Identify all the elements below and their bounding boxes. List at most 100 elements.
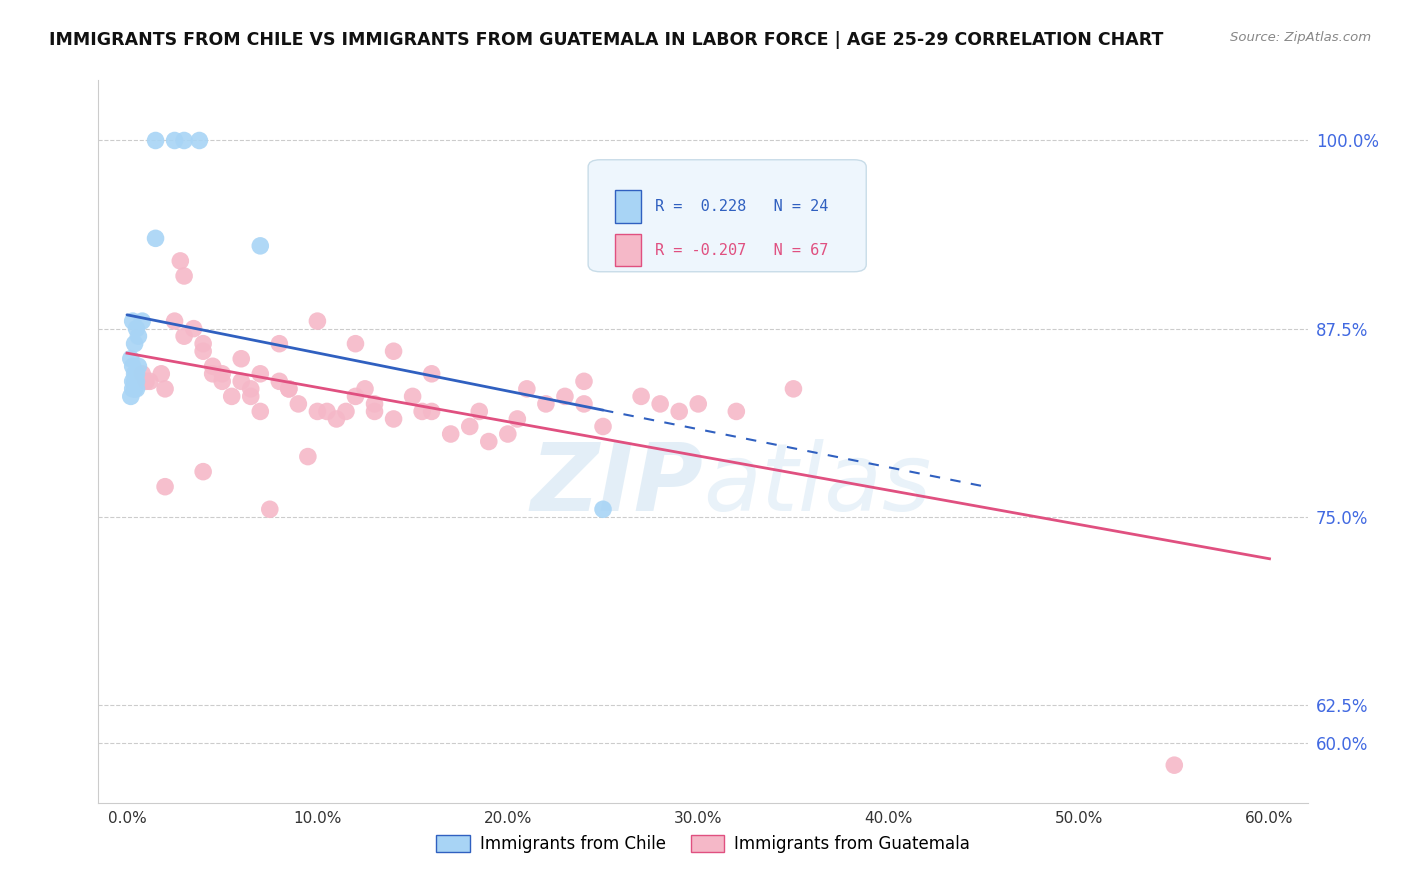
Point — [124, 375, 146, 389]
Point — [325, 412, 347, 426]
Point — [121, 375, 143, 389]
Text: R =  0.228   N = 24: R = 0.228 N = 24 — [655, 199, 828, 214]
Point — [592, 502, 614, 516]
Point — [131, 367, 153, 381]
Point — [131, 314, 153, 328]
Point — [382, 412, 405, 426]
Text: atlas: atlas — [703, 440, 931, 531]
Point — [121, 359, 143, 374]
Point — [650, 397, 672, 411]
Point — [139, 375, 162, 389]
Text: IMMIGRANTS FROM CHILE VS IMMIGRANTS FROM GUATEMALA IN LABOR FORCE | AGE 25-29 CO: IMMIGRANTS FROM CHILE VS IMMIGRANTS FROM… — [49, 31, 1164, 49]
Point — [169, 253, 191, 268]
Point — [173, 329, 195, 343]
Point — [239, 389, 262, 403]
Point — [1163, 758, 1185, 772]
Point — [277, 382, 299, 396]
Point — [458, 419, 481, 434]
Text: Source: ZipAtlas.com: Source: ZipAtlas.com — [1230, 31, 1371, 45]
Point — [516, 382, 538, 396]
Point — [506, 412, 529, 426]
Point — [221, 389, 243, 403]
Point — [344, 389, 367, 403]
Point — [135, 375, 157, 389]
Point — [145, 231, 167, 245]
Point — [496, 427, 519, 442]
Point — [127, 329, 149, 343]
Text: R = -0.207   N = 67: R = -0.207 N = 67 — [655, 243, 828, 258]
Point — [163, 314, 186, 328]
Point — [183, 321, 205, 335]
Point — [277, 382, 299, 396]
Point — [239, 382, 262, 396]
Point — [382, 344, 405, 359]
Point — [572, 397, 595, 411]
Point — [211, 375, 233, 389]
Point — [173, 268, 195, 283]
Point — [249, 404, 271, 418]
Point — [211, 367, 233, 381]
Point — [188, 133, 211, 147]
Point — [297, 450, 319, 464]
Point — [120, 351, 142, 366]
Point — [592, 419, 614, 434]
Point — [572, 375, 595, 389]
Point — [231, 375, 253, 389]
Point — [363, 397, 385, 411]
Point — [259, 502, 281, 516]
Point — [231, 351, 253, 366]
Point — [249, 367, 271, 381]
Point — [440, 427, 463, 442]
Point — [630, 389, 652, 403]
Point — [287, 397, 309, 411]
FancyBboxPatch shape — [614, 234, 641, 267]
Point — [127, 359, 149, 374]
Point — [121, 314, 143, 328]
Point — [411, 404, 433, 418]
Point — [191, 344, 214, 359]
Point — [782, 382, 804, 396]
Point — [153, 382, 176, 396]
Point — [307, 404, 329, 418]
Point — [420, 404, 443, 418]
Point — [316, 404, 339, 418]
Point — [534, 397, 557, 411]
Point — [125, 382, 148, 396]
Point — [401, 389, 423, 403]
Point — [307, 314, 329, 328]
Point — [269, 375, 291, 389]
Point — [191, 465, 214, 479]
Point — [354, 382, 377, 396]
Point — [420, 367, 443, 381]
Point — [688, 397, 710, 411]
Point — [124, 336, 146, 351]
Point — [201, 359, 224, 374]
Point — [125, 375, 148, 389]
Point — [153, 480, 176, 494]
Point — [124, 367, 146, 381]
Text: ZIP: ZIP — [530, 439, 703, 531]
FancyBboxPatch shape — [588, 160, 866, 272]
Point — [335, 404, 357, 418]
Point — [725, 404, 748, 418]
Point — [125, 367, 148, 381]
Point — [478, 434, 501, 449]
Point — [668, 404, 690, 418]
Point — [363, 404, 385, 418]
Point — [150, 367, 173, 381]
Point — [468, 404, 491, 418]
Point — [163, 133, 186, 147]
Point — [125, 321, 148, 335]
Point — [191, 336, 214, 351]
Point — [124, 382, 146, 396]
Point — [344, 336, 367, 351]
Point — [269, 336, 291, 351]
Legend: Immigrants from Chile, Immigrants from Guatemala: Immigrants from Chile, Immigrants from G… — [430, 828, 976, 860]
FancyBboxPatch shape — [614, 191, 641, 223]
Point — [173, 133, 195, 147]
Point — [201, 367, 224, 381]
Point — [120, 389, 142, 403]
Point — [554, 389, 576, 403]
Point — [145, 133, 167, 147]
Point — [249, 239, 271, 253]
